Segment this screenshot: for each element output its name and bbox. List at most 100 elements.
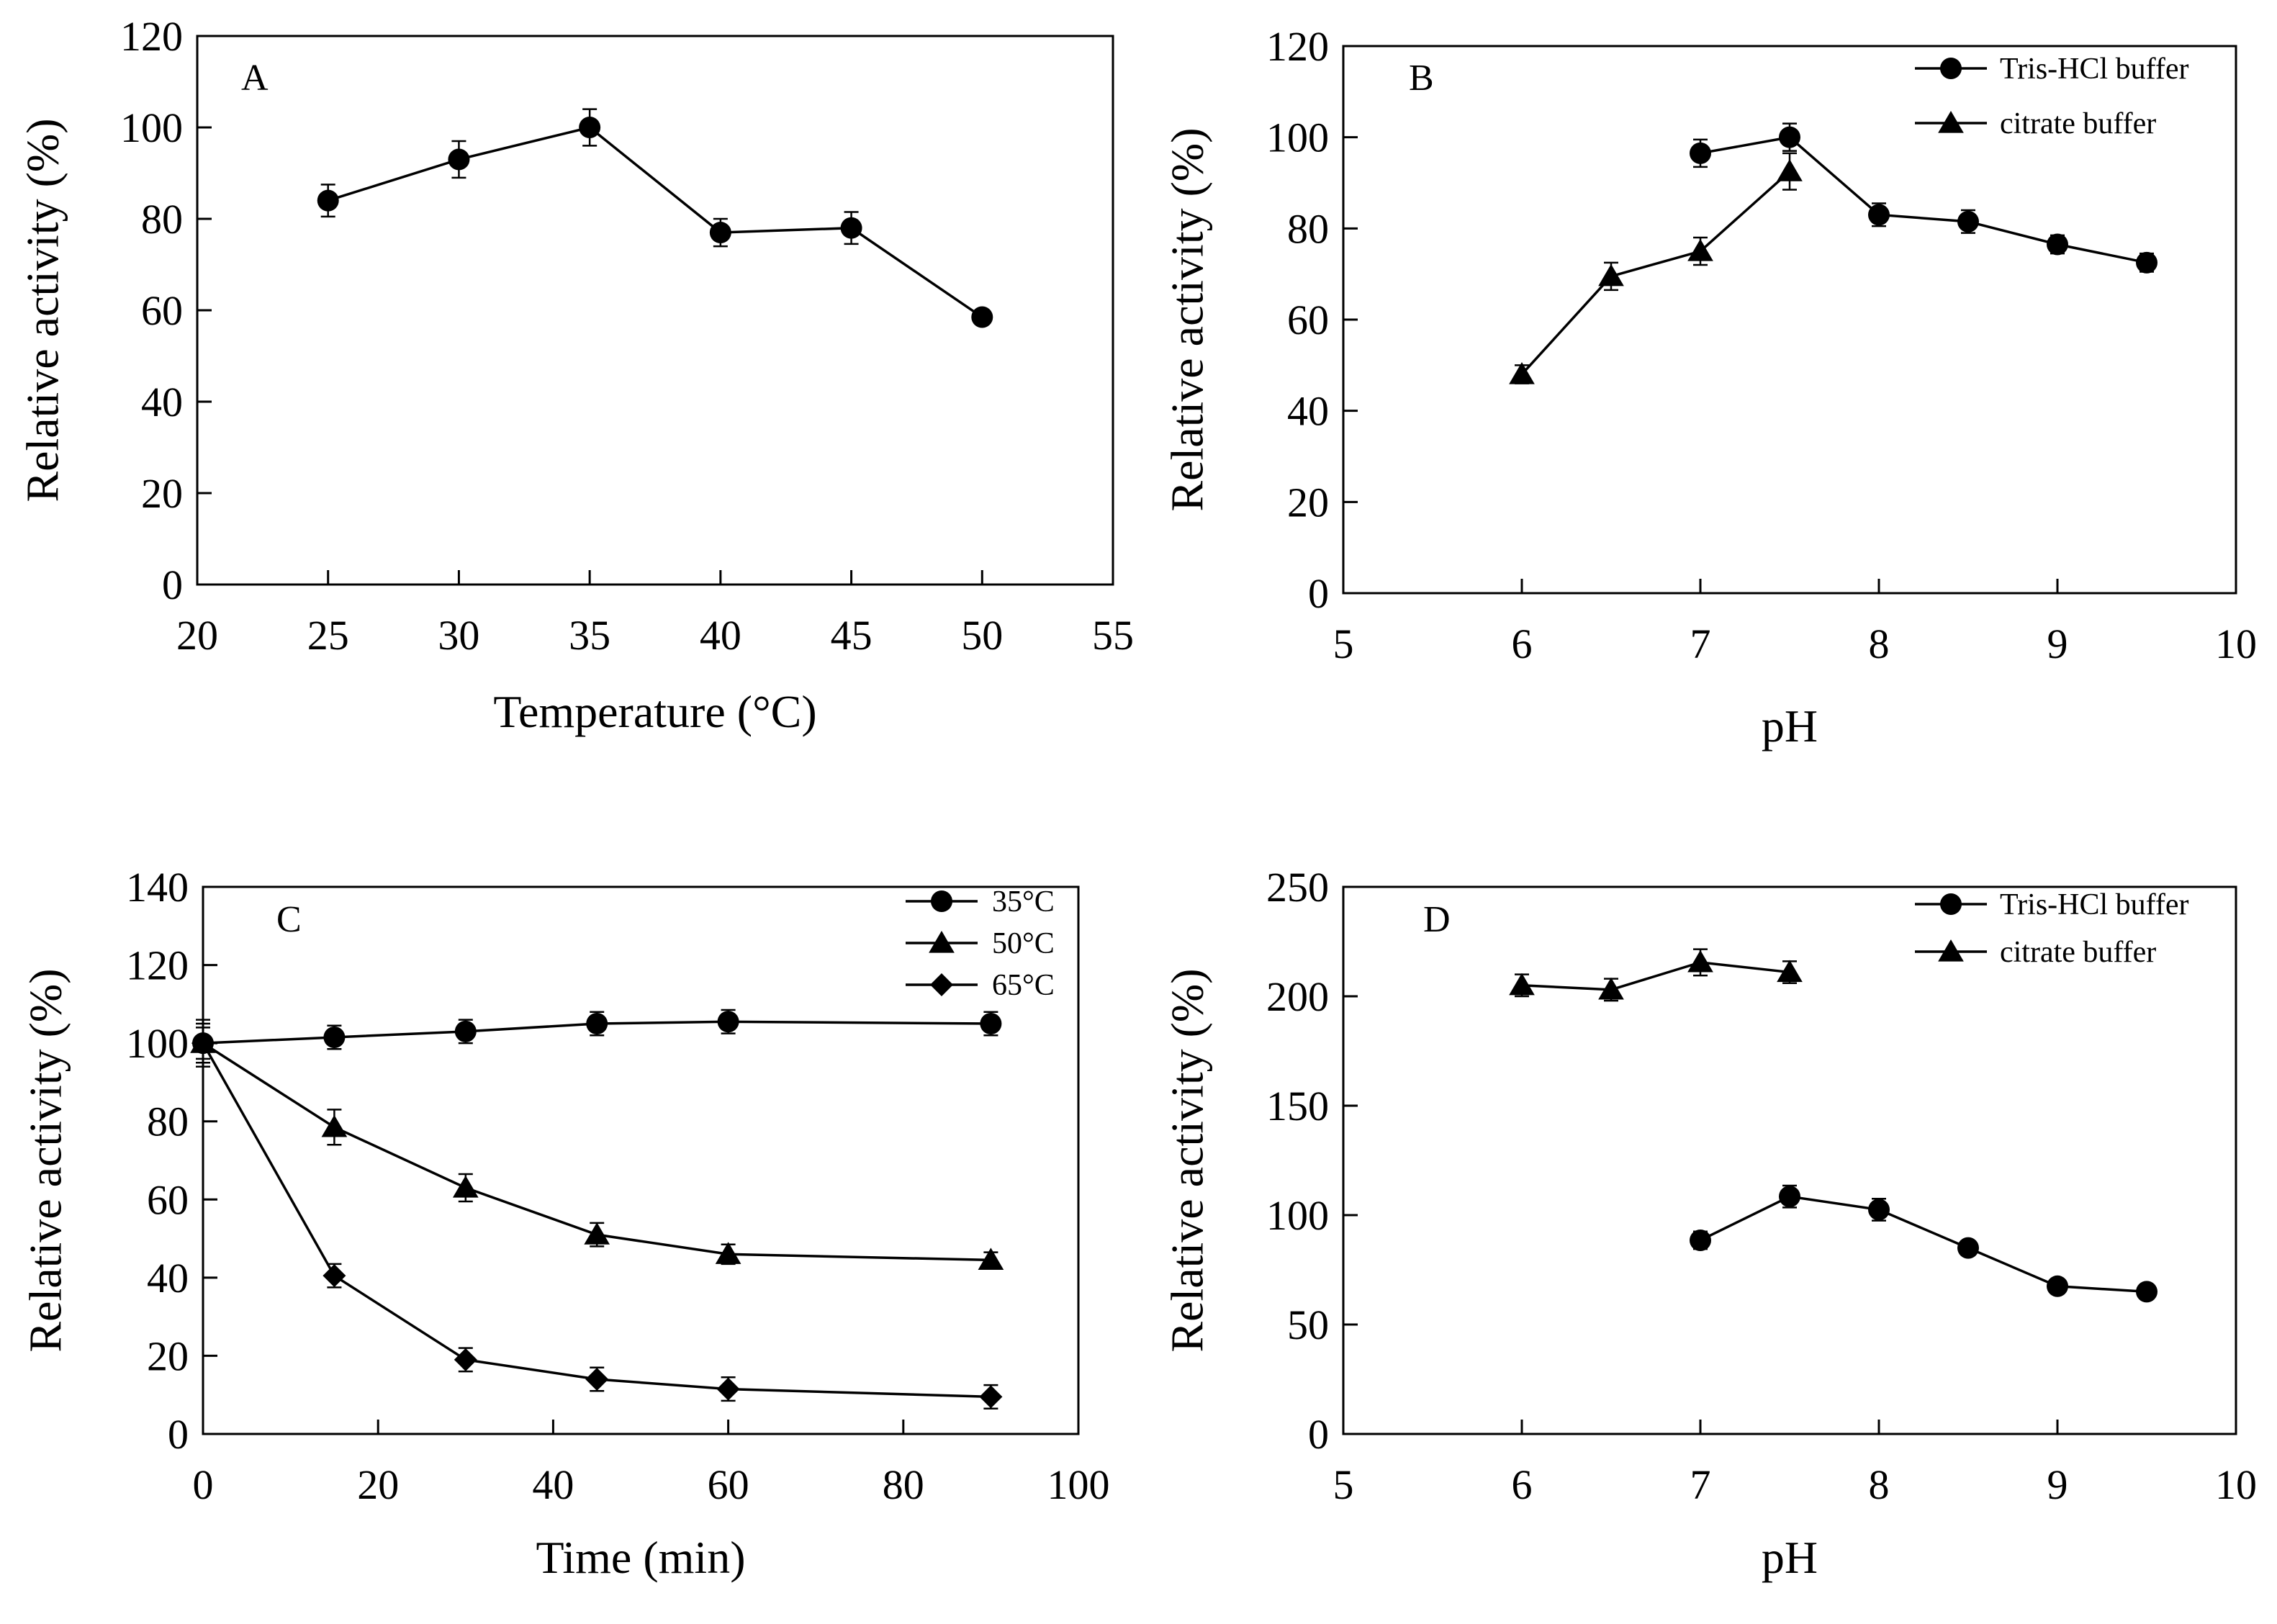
panel-D-y-tick-label: 150 [1266,1083,1329,1129]
panel-A-y-tick-label: 40 [141,379,183,425]
panel-D-y-axis-title: Relative activity (%) [1161,968,1212,1352]
panel-B-letter: B [1409,58,1434,99]
panel-B-series-2-point [1598,263,1624,287]
panel-A-y-tick-label: 100 [120,104,183,151]
panel-C-series-3-point [716,1377,740,1401]
panel-D-letter: D [1423,899,1451,940]
panel-D-series-1-point [2136,1281,2157,1303]
panel-B-series-1-point [1868,204,1890,226]
panel-B-y-tick-label: 0 [1308,570,1329,617]
panel-B-series-1-point [1690,142,1711,164]
panel-C-y-tick-label: 140 [126,864,189,911]
panel-A-y-tick-label: 20 [141,470,183,517]
panel-B-legend-label: Tris-HCl buffer [2000,53,2189,86]
panel-C-y-tick-label: 60 [147,1176,189,1223]
panel-D-x-axis-title: pH [1762,1532,1818,1583]
panel-D-legend-label: citrate buffer [2000,936,2156,969]
panel-C-x-axis-title: Time (min) [536,1532,746,1583]
panel-B-series-2-point [1687,239,1713,261]
panel-B-series-1-point [2136,251,2157,274]
panel-A-x-tick-label: 25 [307,612,349,659]
panel-D-series-1-point [1690,1229,1711,1251]
panel-C-legend-marker [931,890,952,912]
panel-C-series-2-point [321,1114,348,1137]
panel-C-frame [202,885,1080,1435]
panel-A-letter: A [241,58,269,99]
panel-D-y-tick-label: 0 [1308,1411,1329,1458]
panel-D-series-2-point [1598,977,1624,1000]
panel-D-series-2-point [1509,973,1535,996]
panel-D-x-tick-label: 10 [2215,1461,2257,1508]
panel-D-legend-marker [1938,939,1964,962]
panel-B-series-1-point [1779,126,1800,148]
panel-A-y-tick-label: 0 [162,561,183,608]
panel-B-x-tick-label: 8 [1869,621,1890,667]
panel-A-series-1-point [709,222,731,244]
panel-D-series-1-point [1957,1237,1979,1259]
panel-C-letter: C [276,899,302,940]
panel-A-y-tick-label: 80 [141,196,183,243]
panel-D-x-tick-label: 8 [1869,1461,1890,1508]
panel-B-y-tick-label: 80 [1287,205,1329,252]
panel-C-legend-label: 65°C [992,969,1055,1002]
panel-C-legend-label: 50°C [992,927,1055,960]
panel-A-x-tick-label: 50 [961,612,1003,659]
panel-D-y-tick-label: 200 [1266,973,1329,1020]
panel-B-y-tick-label: 60 [1287,297,1329,343]
panel-C-series-1-line [202,1020,991,1045]
panel-C-x-tick-label: 20 [357,1461,399,1508]
panel-A-series-1-point [840,217,862,239]
panel-C-series-3-point [979,1385,1003,1409]
panel-C-series-3-line [202,1042,991,1399]
panel-B-x-axis-title: pH [1762,700,1818,752]
panel-C-series-3-point [191,1032,215,1055]
panel-A-series-1-point [448,148,470,171]
panel-A-series-1-point [579,117,601,138]
panel-B-series-1-point [2047,233,2068,256]
panel-C-series-1-point [980,1013,1002,1034]
panel-D-series-2-point [1687,949,1713,973]
panel-C-series-2-line [202,1042,991,1262]
panel-C-y-tick-label: 80 [147,1099,189,1145]
panel-C-series-1-point [454,1020,477,1042]
panel-D-x-tick-label: 7 [1690,1461,1711,1508]
panel-C-x-tick-label: 80 [883,1461,924,1508]
panel-D-series-2-point [1777,960,1803,983]
panel-B-legend-marker [1938,111,1964,133]
panel-B-series-1-line [1700,135,2147,264]
panel-B-y-tick-label: 20 [1287,479,1329,525]
panel-D-y-tick-label: 50 [1287,1302,1329,1348]
panel-C-y-tick-label: 20 [147,1332,189,1379]
panel-B-series-2-line [1520,170,1791,376]
panel-B-legend-marker [1940,58,1962,79]
panel-A-x-tick-label: 45 [831,612,873,659]
panel-D-x-tick-label: 6 [1512,1461,1533,1508]
panel-C-series-3-point [585,1368,609,1391]
panel-A-x-tick-label: 20 [176,612,218,659]
panel-B-y-tick-label: 120 [1266,23,1329,70]
panel-C-series-1-point [717,1011,739,1033]
panel-A-y-tick-label: 60 [141,287,183,334]
panel-A-y-tick-label: 120 [120,13,183,60]
panel-A-y-axis-title: Relative activity (%) [17,118,68,502]
panel-D-series-1-line [1700,1195,2147,1294]
panel-D-series-2-line [1521,961,1790,991]
panel-A-x-tick-label: 35 [569,612,610,659]
panel-D-series-1-point [1779,1186,1800,1208]
panel-D-series-1-point [1868,1199,1890,1221]
panel-A-series-1-line [328,126,983,318]
panel-C-series-2-point [584,1222,610,1245]
panel-D-y-tick-label: 100 [1266,1192,1329,1239]
panel-D-frame [1342,885,2237,1435]
panel-C-y-tick-label: 100 [126,1020,189,1067]
panel-A-series-1-point [317,189,339,212]
panel-B-x-tick-label: 9 [2047,621,2068,667]
panel-D-y-tick-label: 250 [1266,864,1329,911]
panel-B-series-2-point [1777,159,1803,181]
panel-A-x-tick-label: 40 [700,612,741,659]
panel-D-x-tick-label: 5 [1333,1461,1354,1508]
panel-D-legend-marker [1940,893,1962,915]
panel-A-series-1-point [971,306,993,328]
panel-D-x-tick-label: 9 [2047,1461,2068,1508]
